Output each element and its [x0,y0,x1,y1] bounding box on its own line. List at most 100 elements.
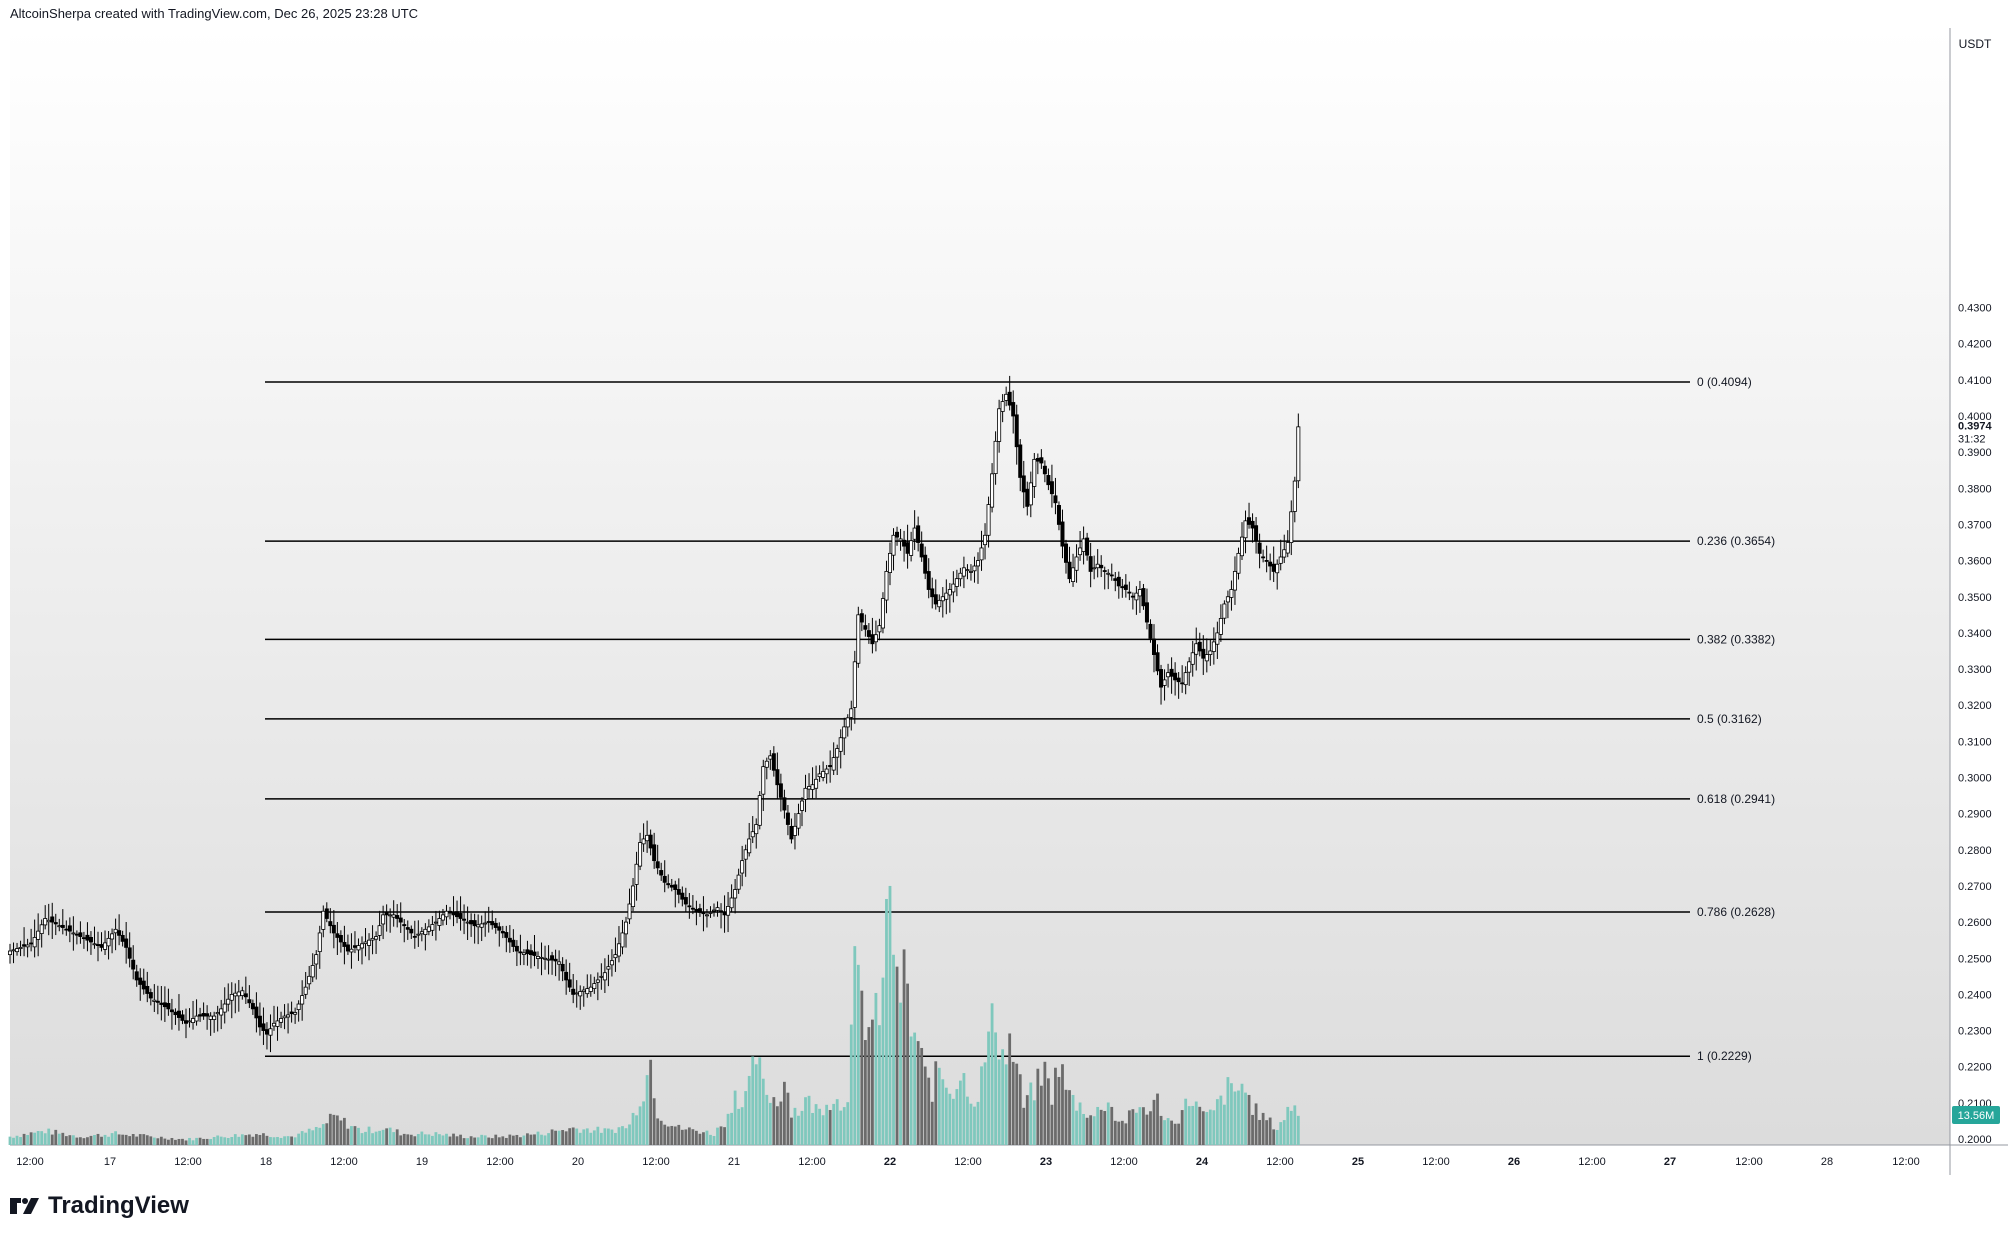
volume-bar [318,1127,322,1145]
volume-bar [909,1036,913,1145]
candle-down [507,937,512,943]
fib-label-0.786: 0.786 (0.2628) [1697,905,1775,919]
volume-bar [976,1101,980,1145]
volume-bar [881,977,885,1145]
candle-up [359,943,364,949]
time-tick-label: 12:00 [1110,1156,1138,1168]
candle-up [602,972,607,981]
volume-bar [973,1106,976,1145]
volume-bar [110,1133,114,1145]
time-tick-label: 12:00 [174,1156,202,1168]
volume-bar [768,1102,772,1145]
volume-bar [990,1003,994,1145]
volume-bar [832,1103,836,1145]
volume-bar [367,1126,371,1145]
volume-legend-label[interactable]: Vol · AVNT [18,52,76,66]
tradingview-logo-icon [10,1198,39,1214]
volume-bar [1039,1085,1043,1145]
candle-up [726,906,731,916]
volume-bar [1138,1107,1142,1145]
candle-up [1236,552,1241,574]
volume-bar [1025,1095,1029,1145]
candle-down [870,634,875,645]
volume-bar [314,1126,318,1145]
volume-bar [930,1101,934,1145]
volume-bar [19,1137,22,1145]
candle-up [585,988,590,995]
volume-bar [149,1136,153,1145]
price-tick-label: 0.2700 [1958,881,1992,893]
candle-up [25,944,30,948]
volume-bar [1205,1112,1209,1145]
volume-bar [107,1136,110,1145]
candle-up [430,924,435,931]
tradingview-logo[interactable]: TradingView [10,1192,189,1220]
candle-up [314,954,319,965]
volume-bar [1219,1095,1223,1145]
volume-bar [1226,1077,1230,1145]
volume-bar [473,1137,477,1145]
volume-bar [1117,1121,1121,1145]
volume-bar [40,1131,44,1145]
candle-down [863,625,868,630]
volume-bar [198,1137,202,1145]
volume-bar [219,1136,223,1145]
volume-bar [1022,1107,1026,1145]
volume-bar [385,1128,389,1145]
volume-bar [255,1134,258,1145]
candle-up [1275,563,1280,574]
volume-bar [677,1124,681,1145]
volume-bar [343,1117,346,1145]
candle-up [546,958,551,961]
volume-bar [476,1137,480,1145]
volume-legend: Vol · AVNT 13.56M [18,52,122,66]
candle-down [771,753,776,771]
volume-bar [592,1130,596,1145]
volume-bar [547,1133,550,1145]
volume-bar [378,1130,381,1145]
candle-down [131,959,136,970]
volume-bar [100,1136,103,1145]
symbol-title[interactable]: AVNT / TetherUS PERPETUAL CONTRACT · 1h … [18,35,331,49]
volume-bar [628,1124,631,1145]
candle-up [944,592,949,600]
candle-down [183,1020,188,1024]
volume-bar [1029,1082,1033,1145]
candle-up [300,995,305,1005]
volume-bar [170,1137,174,1145]
volume-bar [607,1128,610,1145]
candle-up [57,925,62,928]
volume-bar [184,1140,188,1145]
candle-down [166,1002,171,1010]
candle-down [338,935,343,943]
candle-up [835,748,840,758]
candle-up [268,1028,273,1036]
candle-up [229,994,234,1001]
volume-bar [1289,1110,1293,1145]
price-tick-label: 0.3300 [1958,664,1992,676]
volume-bar [416,1134,420,1145]
candle-down [490,921,495,926]
candle-up [704,914,709,917]
volume-bar [431,1135,434,1145]
candle-up [852,661,857,708]
price-chart[interactable]: USDT 0 (0.4094) 0.236 (0.3654) 0.382 (0.33… [0,0,2012,1185]
volume-bar [663,1124,667,1145]
volume-bar [849,1024,853,1145]
currency-label[interactable]: USDT [1959,37,1992,51]
candle-down [99,944,104,948]
volume-bar [448,1136,452,1145]
volume-bar [726,1113,730,1145]
candle-up [423,928,428,935]
candle-down [458,913,463,919]
candle-up [215,1012,220,1015]
candle-down [902,539,907,547]
candle-down [782,797,787,811]
volume-bar [244,1135,248,1145]
volume-bar [504,1137,508,1145]
volume-bar [585,1128,589,1145]
volume-bar [666,1126,670,1145]
candle-down [1152,638,1157,655]
volume-bar [346,1128,350,1145]
volume-bar [1163,1120,1166,1145]
